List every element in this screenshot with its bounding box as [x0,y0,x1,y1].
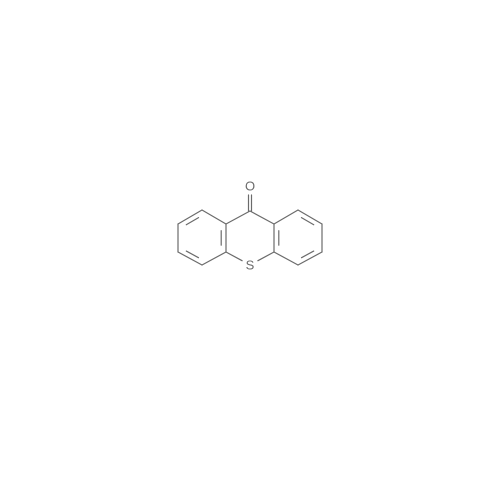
molecule-canvas: OS [0,0,500,500]
bond-layer [0,0,500,500]
oxygen-atom-label: O [245,179,255,194]
sulfur-atom-label: S [246,258,255,273]
